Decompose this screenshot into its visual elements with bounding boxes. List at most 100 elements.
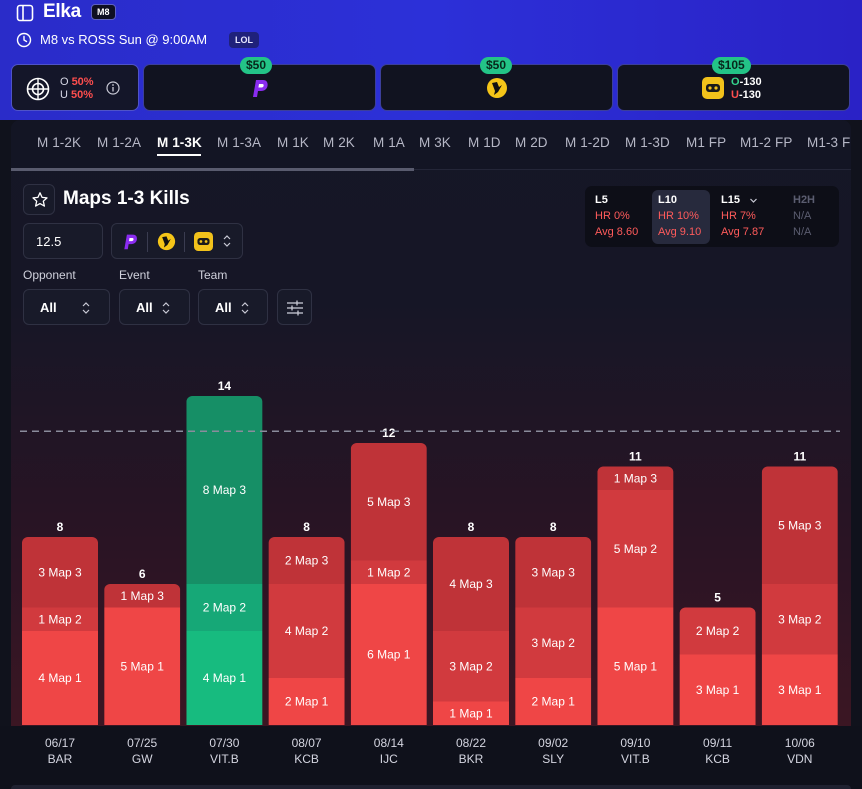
bar-stack [761, 466, 838, 726]
bar-segment-map-1[interactable] [22, 631, 98, 725]
x-tick-date: 08/14 [374, 736, 404, 750]
bar-segment-map-3[interactable] [22, 537, 98, 608]
header: Elka M8 M8 vs ROSS Sun @ 9:00AM LOL O 50%… [0, 0, 862, 120]
bar-stack [186, 396, 263, 725]
tab-m1-2-fp[interactable]: M1-2 FP [740, 135, 793, 150]
bar-segment-map-1[interactable] [186, 631, 263, 725]
tab-m1-2d[interactable]: M 1-2D [565, 135, 610, 150]
tab-m2d[interactable]: M 2D [515, 135, 548, 150]
bar-segment-map-1[interactable] [433, 701, 509, 726]
line-input[interactable] [23, 223, 103, 259]
bar-segment-map-3[interactable] [761, 466, 838, 585]
bar-segment-map-1[interactable] [761, 654, 838, 726]
star-icon [32, 192, 48, 207]
bar-segment-map-1[interactable] [515, 678, 592, 725]
sleeper-logo-icon [194, 232, 213, 251]
bar-segment-map-3[interactable] [104, 584, 181, 608]
bar-segment-map-2[interactable] [597, 490, 674, 608]
tabs-scrollbar[interactable] [11, 168, 414, 171]
bar-segment-map-1[interactable] [350, 584, 427, 725]
tab-m1k[interactable]: M 1K [277, 135, 309, 150]
x-tick-opponent: GW [132, 752, 153, 766]
tab-m1-3-fp[interactable]: M1-3 FP [807, 135, 851, 150]
bar-stack [515, 537, 592, 725]
tab-m1-3k[interactable]: M 1-3K [157, 135, 202, 150]
tab-m1-2a[interactable]: M 1-2A [97, 135, 142, 150]
x-tick-opponent: IJC [380, 752, 398, 766]
bar-segment-map-2[interactable] [186, 584, 263, 631]
underdog-logo-icon [157, 232, 176, 251]
bar-total-label: 8 [57, 520, 64, 534]
underdog-odds-card[interactable]: $50 [380, 57, 613, 111]
x-tick-opponent: BKR [459, 752, 484, 766]
stat-l5[interactable]: L5 HR 0% Avg 8.60 [589, 190, 647, 244]
chevron-updown-icon [162, 302, 170, 314]
divider [147, 232, 148, 252]
segment-label: 1 Map 3 [614, 471, 658, 485]
x-tick-opponent: KCB [294, 752, 319, 766]
stat-l10[interactable]: L10 HR 10% Avg 9.10 [652, 190, 710, 244]
x-tick-date: 07/25 [127, 736, 157, 750]
bar-segment-map-1[interactable] [104, 607, 181, 726]
bar-total-label: 5 [714, 591, 721, 605]
bar-segment-map-1[interactable] [597, 607, 674, 726]
stat-average: Avg 8.60 [595, 226, 639, 238]
sleeper-odds-card[interactable]: $105 O-130 U-130 [617, 57, 850, 111]
bar-segment-map-3[interactable] [515, 537, 592, 608]
tab-m1a[interactable]: M 1A [373, 135, 405, 150]
bar-segment-map-2[interactable] [679, 607, 756, 655]
team-select[interactable]: All [198, 289, 268, 325]
bar-segment-map-2[interactable] [268, 584, 345, 678]
segment-label: 2 Map 2 [696, 624, 740, 638]
tab-m3k[interactable]: M 3K [419, 135, 451, 150]
bar-total-label: 8 [468, 520, 475, 534]
bar-segment-map-2[interactable] [22, 607, 98, 632]
stat-l15[interactable]: L15 HR 7% Avg 7.87 [715, 190, 773, 244]
segment-label: 3 Map 2 [449, 659, 493, 673]
stat-hit-rate: HR 7% [721, 210, 756, 222]
bar-segment-map-3[interactable] [186, 396, 263, 584]
bar-total-label: 14 [218, 379, 232, 393]
tab-m1-2k[interactable]: M 1-2K [37, 135, 82, 150]
info-icon[interactable] [106, 81, 120, 95]
opponent-select[interactable]: All [23, 289, 110, 325]
tab-m1-3d[interactable]: M 1-3D [625, 135, 670, 150]
tab-m2k[interactable]: M 2K [323, 135, 355, 150]
sportsbook-select[interactable] [111, 223, 243, 259]
bar-segment-map-2[interactable] [350, 560, 427, 585]
segment-label: 2 Map 3 [285, 554, 329, 568]
bar-segment-map-2[interactable] [433, 631, 509, 702]
prizepicks-odds-card[interactable]: $50 [143, 57, 376, 111]
main-odds-card[interactable]: O 50% U 50% [11, 64, 139, 111]
price-tag: $105 [712, 57, 751, 74]
x-tick-opponent: SLY [542, 752, 564, 766]
segment-label: 3 Map 2 [778, 612, 822, 626]
price-tag: $50 [480, 57, 513, 74]
bar-segment-map-2[interactable] [515, 607, 592, 679]
filter-settings-button[interactable] [277, 289, 312, 325]
bar-segment-map-3[interactable] [350, 443, 427, 561]
sliders-icon [287, 300, 303, 316]
bar-total-label: 11 [793, 450, 806, 464]
bar-stack [597, 466, 674, 726]
bar-segment-map-1[interactable] [679, 654, 756, 726]
bar-stack [679, 607, 756, 726]
team-value: All [215, 300, 232, 315]
tab-m1d[interactable]: M 1D [468, 135, 501, 150]
tab-m1-fp[interactable]: M1 FP [686, 135, 727, 150]
sidebar-toggle-icon[interactable] [16, 4, 34, 22]
bar-segment-map-3[interactable] [268, 537, 345, 584]
favorite-button[interactable] [23, 184, 55, 215]
bar-segment-map-3[interactable] [433, 537, 509, 631]
bar-stack [268, 537, 345, 725]
tab-m1-3a[interactable]: M 1-3A [217, 135, 262, 150]
chevron-updown-icon [223, 235, 231, 247]
event-select[interactable]: All [119, 289, 190, 325]
hit-rate-panel: L5 HR 0% Avg 8.60 L10 HR 10% Avg 9.10 L1… [585, 186, 839, 247]
stat-h2h[interactable]: H2H N/A N/A [787, 190, 845, 244]
bar-segment-map-2[interactable] [761, 584, 838, 655]
segment-label: 4 Map 1 [38, 671, 82, 685]
bar-segment-map-1[interactable] [268, 678, 345, 725]
bar-segment-map-3[interactable] [597, 466, 674, 491]
